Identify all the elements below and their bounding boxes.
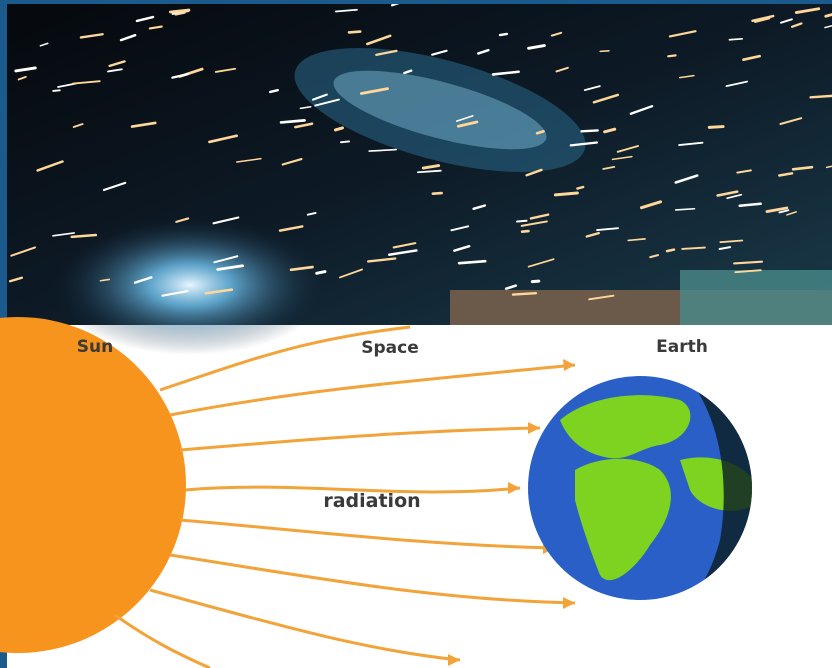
earth-label: Earth [656,337,708,357]
spark [517,221,526,222]
spark [532,281,538,282]
frame-border [0,0,832,4]
spark [600,51,609,52]
spark [668,55,675,56]
spark [170,10,189,12]
spark [341,141,349,142]
spark [577,187,583,189]
spark [555,193,577,195]
spark [729,39,742,40]
spark [53,90,60,91]
spark [709,127,723,128]
sun [0,317,186,653]
spark [522,231,528,232]
spark [270,90,277,92]
earth [528,376,800,600]
spark [513,293,536,294]
spark [349,32,360,33]
spark [811,96,832,98]
page: Sun Space Earth radiation (() => { const… [0,0,832,668]
spark [500,34,507,35]
radiation-label: radiation [323,490,420,512]
spark [682,248,705,249]
scene: Sun Space Earth radiation [0,0,832,668]
spark [581,130,597,131]
welding-photo [0,0,832,355]
sun-label: Sun [77,337,113,357]
spark [433,193,442,194]
spark [317,272,325,274]
space-label: Space [361,338,419,358]
spark [667,250,674,252]
spark [335,128,342,130]
